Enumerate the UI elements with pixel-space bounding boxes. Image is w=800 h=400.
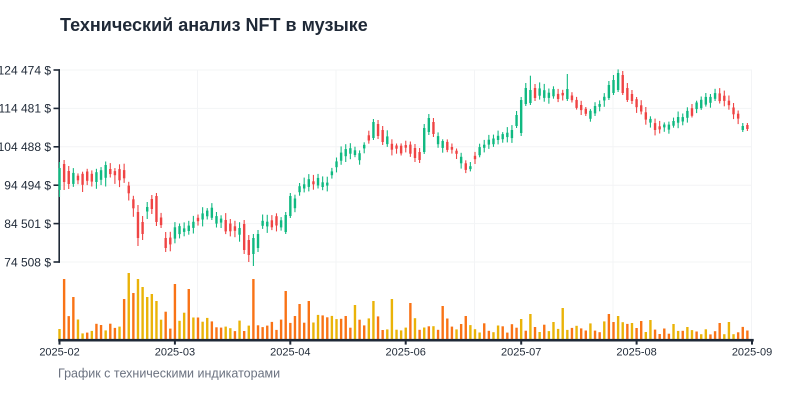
svg-text:2025-06: 2025-06 bbox=[386, 347, 426, 359]
svg-text:2025-08: 2025-08 bbox=[616, 347, 656, 359]
svg-text:2025-03: 2025-03 bbox=[155, 347, 195, 359]
svg-text:2025-04: 2025-04 bbox=[270, 347, 310, 359]
svg-text:Технический анализ NFT в музык: Технический анализ NFT в музыке bbox=[60, 15, 368, 35]
svg-text:104 488 $: 104 488 $ bbox=[0, 140, 51, 154]
svg-text:114 481 $: 114 481 $ bbox=[0, 102, 51, 116]
svg-text:2025-09: 2025-09 bbox=[732, 347, 772, 359]
svg-text:74 508 $: 74 508 $ bbox=[4, 255, 51, 269]
svg-text:94 494 $: 94 494 $ bbox=[4, 179, 51, 193]
svg-text:124 474 $: 124 474 $ bbox=[0, 63, 51, 77]
svg-text:2025-02: 2025-02 bbox=[39, 347, 79, 359]
svg-text:2025-07: 2025-07 bbox=[501, 347, 541, 359]
svg-text:84 501 $: 84 501 $ bbox=[4, 217, 51, 231]
svg-text:График с техническими индикато: График с техническими индикаторами bbox=[58, 367, 280, 381]
